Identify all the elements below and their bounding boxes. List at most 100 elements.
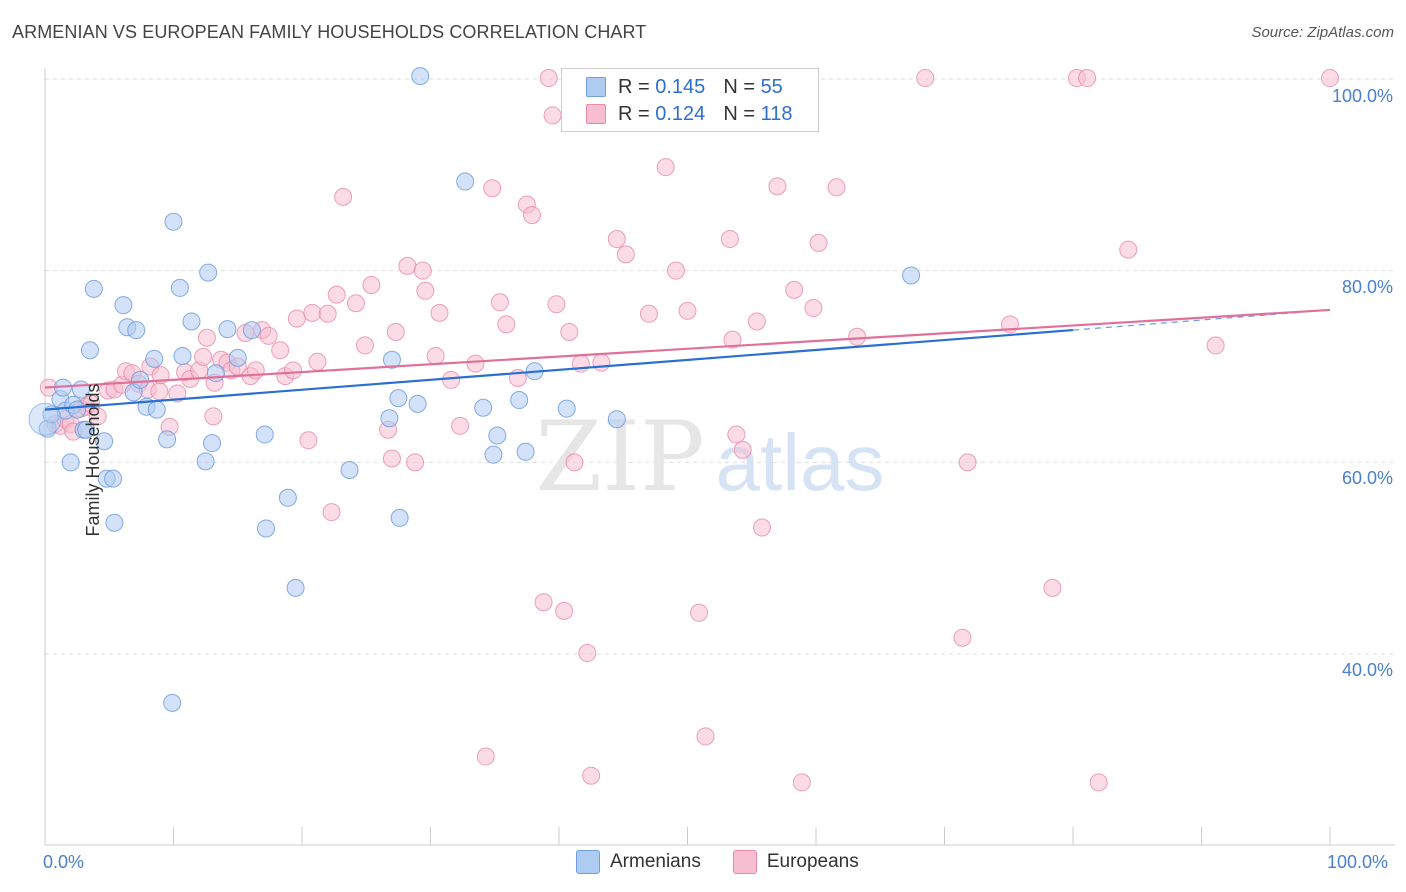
europeans-point — [747, 312, 766, 331]
armenians-point — [228, 348, 247, 367]
armenians-point — [557, 399, 576, 418]
armenians-trend-line — [44, 328, 1074, 411]
armenians-point — [206, 364, 225, 383]
europeans-point — [382, 449, 401, 468]
europeans-point — [197, 328, 216, 347]
y-tick-80: 80.0% — [1341, 277, 1393, 297]
europeans-point — [916, 69, 935, 88]
europeans-point — [204, 407, 223, 426]
armenians-point — [380, 409, 399, 428]
y-tick-60: 60.0% — [1341, 468, 1393, 488]
watermark: ZIP atlas — [535, 401, 884, 513]
europeans-point — [804, 299, 823, 318]
europeans-point — [534, 593, 553, 612]
europeans-point — [1043, 578, 1062, 597]
europeans-point — [430, 303, 449, 322]
europeans-point — [809, 233, 828, 252]
armenians-point — [408, 394, 427, 413]
europeans-point — [287, 309, 306, 328]
armenians-point — [255, 425, 274, 444]
europeans-point — [827, 178, 846, 197]
armenians-legend-label: Armenians — [610, 851, 701, 872]
europeans-point — [785, 280, 804, 299]
armenians-point — [516, 442, 535, 461]
europeans-point — [451, 416, 470, 435]
europeans-n-label: N = — [723, 102, 755, 125]
trend-lines — [44, 308, 1331, 411]
armenians-point — [105, 513, 124, 532]
europeans-point — [490, 293, 509, 312]
europeans-point — [150, 382, 169, 401]
armenians-point — [488, 426, 507, 445]
europeans-point — [413, 261, 432, 280]
europeans-point — [768, 177, 787, 196]
europeans-point — [303, 303, 322, 322]
armenians-point — [182, 312, 201, 331]
legend-item-armenians[interactable]: Armenians — [576, 850, 701, 874]
legend-row-armenians: R = 0.145 N = 55 — [586, 74, 783, 100]
armenians-point — [382, 350, 401, 369]
europeans-point — [560, 323, 579, 341]
armenians-point — [242, 321, 261, 340]
europeans-point — [696, 727, 715, 746]
armenians-point — [218, 320, 237, 339]
europeans-point — [953, 628, 972, 647]
europeans-point — [308, 352, 327, 371]
armenians-point — [196, 452, 215, 471]
armenians-legend-swatch — [576, 850, 600, 874]
europeans-point — [1321, 69, 1339, 88]
armenians-point — [147, 400, 166, 419]
europeans-point — [346, 294, 365, 313]
armenians-point — [203, 434, 222, 453]
europeans-point — [426, 346, 445, 365]
europeans-point — [723, 330, 742, 349]
europeans-point — [476, 747, 495, 766]
europeans-r-value: 0.124 — [655, 102, 706, 125]
legend-item-europeans[interactable]: Europeans — [732, 850, 859, 874]
europeans-r-label: R = — [618, 102, 650, 125]
x-tick-100: 100.0% — [1327, 852, 1389, 872]
legend-row-europeans: R = 0.124 N = 118 — [586, 101, 792, 127]
y-tick-100: 100.0% — [1331, 86, 1393, 106]
europeans-point — [666, 261, 685, 280]
armenians-point — [456, 172, 475, 191]
europeans-point — [1078, 69, 1097, 88]
axes — [44, 68, 1395, 846]
armenians-point — [286, 578, 305, 597]
europeans-point — [678, 301, 697, 320]
source-credit: Source: ZipAtlas.com — [1251, 24, 1394, 41]
europeans-point — [334, 187, 353, 206]
armenians-point — [84, 279, 103, 298]
europeans-point — [958, 453, 977, 472]
series-legend: Armenians Europeans — [576, 850, 891, 874]
x-tick-0: 0.0% — [43, 852, 85, 872]
europeans-point — [318, 304, 337, 323]
armenians-point — [114, 296, 133, 315]
armenians-r-label: R = — [618, 75, 650, 98]
europeans-point — [168, 384, 187, 403]
europeans-point — [565, 453, 584, 472]
armenians-point — [95, 432, 114, 451]
europeans-point — [547, 295, 566, 314]
armenians-point-cluster — [28, 402, 62, 436]
armenians-point — [340, 461, 359, 479]
europeans-point — [322, 503, 341, 522]
europeans-point — [406, 453, 425, 472]
armenians-point — [158, 430, 177, 449]
europeans-point — [466, 354, 485, 373]
europeans-point — [497, 315, 516, 334]
europeans-n-value: 118 — [760, 102, 793, 125]
armenians-point — [61, 453, 80, 472]
europeans-point — [733, 440, 752, 459]
armenians-point — [163, 693, 182, 712]
europeans-point — [194, 347, 213, 366]
europeans-point — [416, 281, 435, 300]
armenians-point — [173, 346, 192, 365]
europeans-point — [543, 106, 562, 125]
europeans-legend-swatch — [732, 850, 757, 874]
europeans-point — [483, 179, 502, 198]
armenians-points — [28, 67, 921, 712]
europeans-point — [555, 601, 574, 620]
grid-lines — [45, 78, 1395, 655]
